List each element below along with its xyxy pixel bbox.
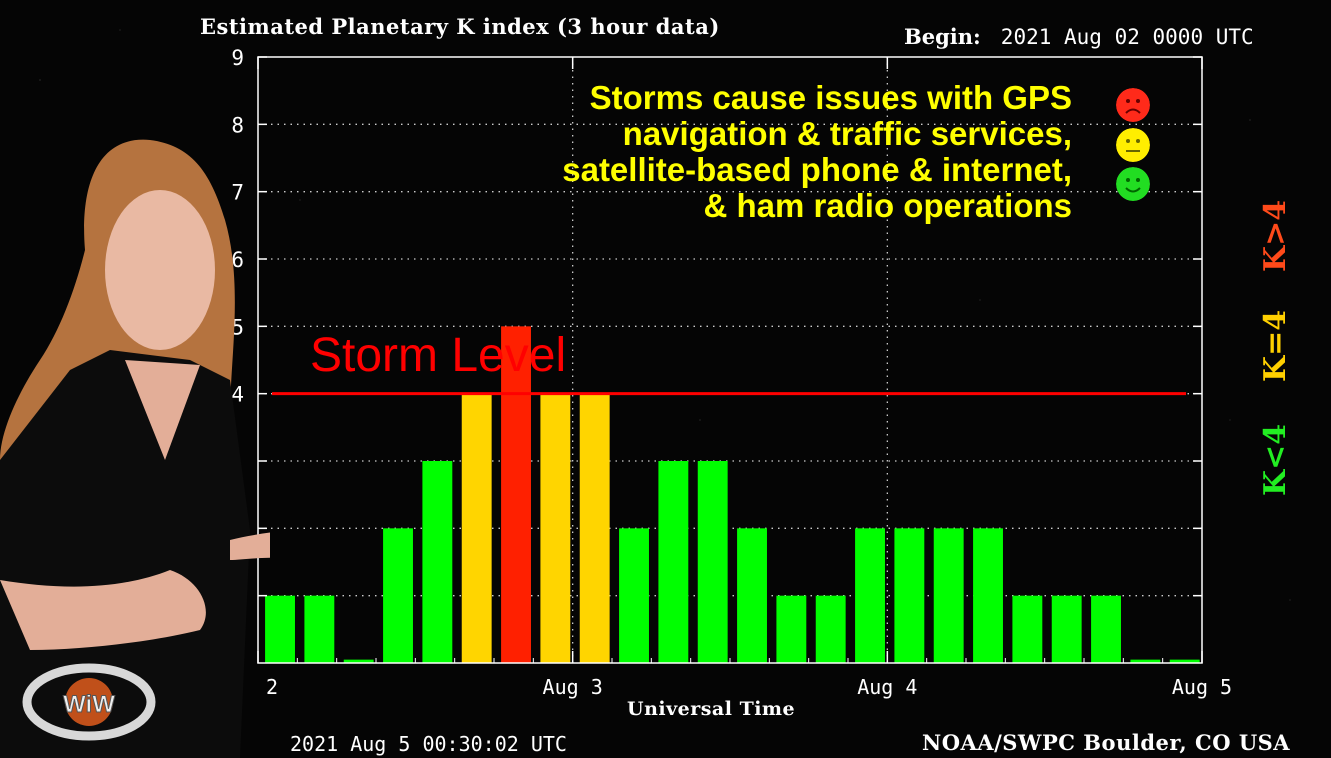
- kp-bar: [304, 595, 335, 663]
- x-tick-label: Aug 4: [857, 675, 917, 699]
- smile-face-icon: [1116, 167, 1150, 201]
- kp-bar: [1012, 595, 1043, 663]
- legend-k-greater-4: K>4: [1258, 199, 1293, 272]
- kp-bar: [973, 528, 1003, 663]
- generated-timestamp: 2021 Aug 5 00:30:02 UTC: [290, 732, 567, 756]
- kp-bar: [461, 393, 492, 663]
- x-axis-title: Universal Time: [627, 698, 796, 720]
- kp-bar: [737, 528, 767, 663]
- kp-bar: [1169, 659, 1200, 663]
- kp-bar: [697, 461, 728, 663]
- note-line: Storms cause issues with GPS: [589, 79, 1072, 116]
- kp-bar: [933, 528, 964, 663]
- x-tick-label: 2: [266, 675, 278, 699]
- kp-bar: [658, 461, 689, 663]
- neutral-face-icon: [1116, 128, 1150, 162]
- kp-bar: [894, 528, 925, 663]
- legend-k-less-4: K<4: [1258, 423, 1293, 496]
- note-line: navigation & traffic services,: [622, 115, 1072, 152]
- note-line: & ham radio operations: [703, 187, 1072, 224]
- kp-bar: [579, 393, 610, 663]
- begin-date: Begin: 2021 Aug 02 0000 UTC: [904, 24, 1254, 49]
- storm-level-label: Storm Level: [310, 329, 567, 382]
- y-tick-label: 7: [231, 181, 244, 205]
- kp-bar: [855, 528, 885, 663]
- svg-text:WiW: WiW: [63, 691, 115, 718]
- kp-bar: [265, 595, 295, 663]
- kp-bar: [1051, 595, 1082, 663]
- y-tick-label: 8: [231, 113, 244, 137]
- kp-bar: [501, 326, 531, 663]
- y-tick-label: 9: [231, 46, 244, 70]
- presenter-figure: [0, 139, 270, 758]
- note-line: satellite-based phone & internet,: [562, 151, 1072, 188]
- chart-title: Estimated Planetary K index (3 hour data…: [200, 14, 720, 39]
- kp-bar: [343, 659, 374, 663]
- frown-face-icon: [1116, 88, 1150, 122]
- kp-bar: [422, 461, 453, 663]
- x-tick-label: Aug 5: [1172, 675, 1232, 699]
- kp-bar: [540, 393, 571, 663]
- kp-bar: [619, 528, 649, 663]
- storm-impact-note: Storms cause issues with GPS navigation …: [440, 80, 1072, 224]
- kp-bar: [1130, 659, 1161, 663]
- legend-k-equal-4: K=4: [1258, 309, 1293, 382]
- begin-label: Begin:: [904, 24, 981, 49]
- begin-value: 2021 Aug 02 0000 UTC: [1000, 25, 1254, 49]
- kp-bar: [1091, 595, 1121, 663]
- kp-bar: [383, 528, 413, 663]
- logo-emblem: WiW: [22, 663, 156, 741]
- kp-bar: [776, 595, 807, 663]
- kp-bar: [815, 595, 846, 663]
- y-tick-label: 6: [231, 248, 244, 272]
- x-tick-label: Aug 3: [543, 675, 603, 699]
- data-source: NOAA/SWPC Boulder, CO USA: [922, 730, 1291, 755]
- y-tick-label: 4: [231, 383, 244, 407]
